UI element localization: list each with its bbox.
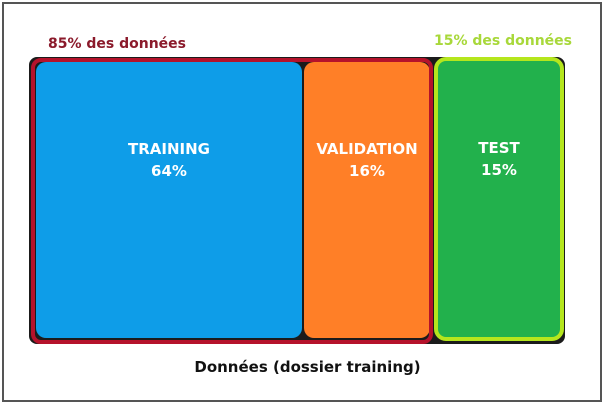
- training-label: TRAINING: [128, 140, 210, 158]
- test-segment: TEST 15%: [434, 57, 564, 341]
- group-15-label: 15% des données: [434, 33, 573, 49]
- test-percent: 15%: [481, 161, 517, 179]
- group-85-outline: [31, 58, 433, 344]
- validation-segment: VALIDATION 16%: [304, 62, 430, 338]
- validation-percent: 16%: [349, 162, 385, 180]
- validation-label: VALIDATION: [316, 140, 418, 158]
- training-percent: 64%: [151, 162, 187, 180]
- group-85-label: 85% des données: [48, 36, 187, 52]
- training-segment: TRAINING 64%: [36, 62, 302, 338]
- diagram-caption: Données (dossier training): [194, 358, 421, 376]
- test-label: TEST: [478, 139, 520, 157]
